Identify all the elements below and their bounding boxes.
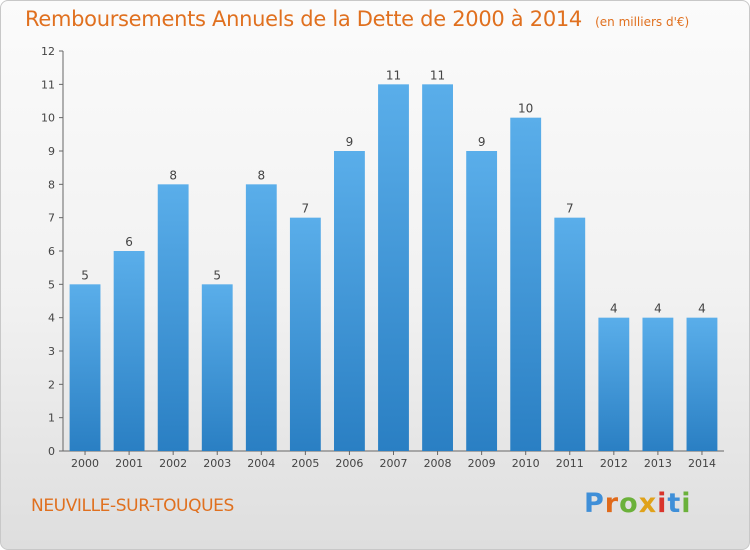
bar-value-label: 5 <box>81 268 89 282</box>
chart-title: Remboursements Annuels de la Dette de 20… <box>25 7 582 31</box>
x-tick-label: 2004 <box>247 457 275 470</box>
y-tick-label: 4 <box>48 312 55 325</box>
bar-value-label: 7 <box>302 202 310 216</box>
bar <box>113 251 145 451</box>
x-tick-label: 2005 <box>291 457 319 470</box>
bar <box>422 84 453 451</box>
chart-subtitle: (en milliers d'€) <box>595 15 690 29</box>
x-tick-label: 2003 <box>203 457 231 470</box>
bar-value-label: 11 <box>386 68 401 82</box>
bar <box>69 284 101 451</box>
y-tick-label: 1 <box>48 412 55 425</box>
y-tick-label: 10 <box>41 112 55 125</box>
y-tick-label: 7 <box>48 212 55 225</box>
bar-value-label: 9 <box>346 135 354 149</box>
bar <box>334 151 365 451</box>
bar <box>157 184 189 452</box>
logo-letter: P <box>584 488 605 519</box>
x-tick-label: 2010 <box>512 457 540 470</box>
bar-value-label: 4 <box>698 302 706 316</box>
bar <box>378 84 409 451</box>
y-tick-label: 6 <box>48 245 55 258</box>
y-tick-label: 9 <box>48 145 55 158</box>
bar <box>510 117 542 452</box>
y-tick-label: 2 <box>48 378 55 391</box>
logo-letter: i <box>681 488 692 519</box>
y-tick-label: 8 <box>48 178 55 191</box>
x-tick-label: 2014 <box>688 457 716 470</box>
proxiti-logo: Proxiti <box>584 488 692 519</box>
bar-value-label: 10 <box>518 102 533 116</box>
bar-value-label: 4 <box>654 302 662 316</box>
y-tick-label: 5 <box>48 278 55 291</box>
bar <box>686 317 718 451</box>
y-tick-label: 11 <box>41 78 55 91</box>
bar <box>201 284 233 451</box>
bar <box>245 184 277 452</box>
bar-value-label: 11 <box>430 68 445 82</box>
x-tick-label: 2013 <box>644 457 672 470</box>
x-tick-label: 2012 <box>600 457 628 470</box>
bar-value-label: 4 <box>610 302 618 316</box>
bar <box>289 217 321 451</box>
logo-letter: o <box>619 488 639 519</box>
bar <box>466 151 498 451</box>
bar <box>598 317 630 451</box>
location-label: NEUVILLE-SUR-TOUQUES <box>31 496 234 516</box>
logo-letter: i <box>657 488 668 519</box>
y-tick-label: 3 <box>48 345 55 358</box>
bar <box>642 317 674 451</box>
bar-value-label: 8 <box>169 168 177 182</box>
x-tick-label: 2009 <box>468 457 496 470</box>
x-tick-label: 2001 <box>115 457 143 470</box>
bar-value-label: 6 <box>125 235 133 249</box>
logo-letter: x <box>638 488 658 519</box>
x-tick-label: 2006 <box>335 457 363 470</box>
bar-value-label: 7 <box>566 202 574 216</box>
y-tick-label: 0 <box>48 445 55 458</box>
x-tick-label: 2007 <box>380 457 408 470</box>
x-tick-label: 2008 <box>424 457 452 470</box>
logo-letter: t <box>667 488 682 519</box>
logo-letter: r <box>604 488 620 519</box>
bar-value-label: 5 <box>213 268 221 282</box>
x-tick-label: 2000 <box>71 457 99 470</box>
y-tick-label: 12 <box>41 45 55 58</box>
x-tick-label: 2011 <box>556 457 584 470</box>
bar <box>554 217 586 451</box>
x-tick-label: 2002 <box>159 457 187 470</box>
bar-value-label: 9 <box>478 135 486 149</box>
bar-value-label: 8 <box>257 168 265 182</box>
chart-title-row: Remboursements Annuels de la Dette de 20… <box>25 7 689 31</box>
